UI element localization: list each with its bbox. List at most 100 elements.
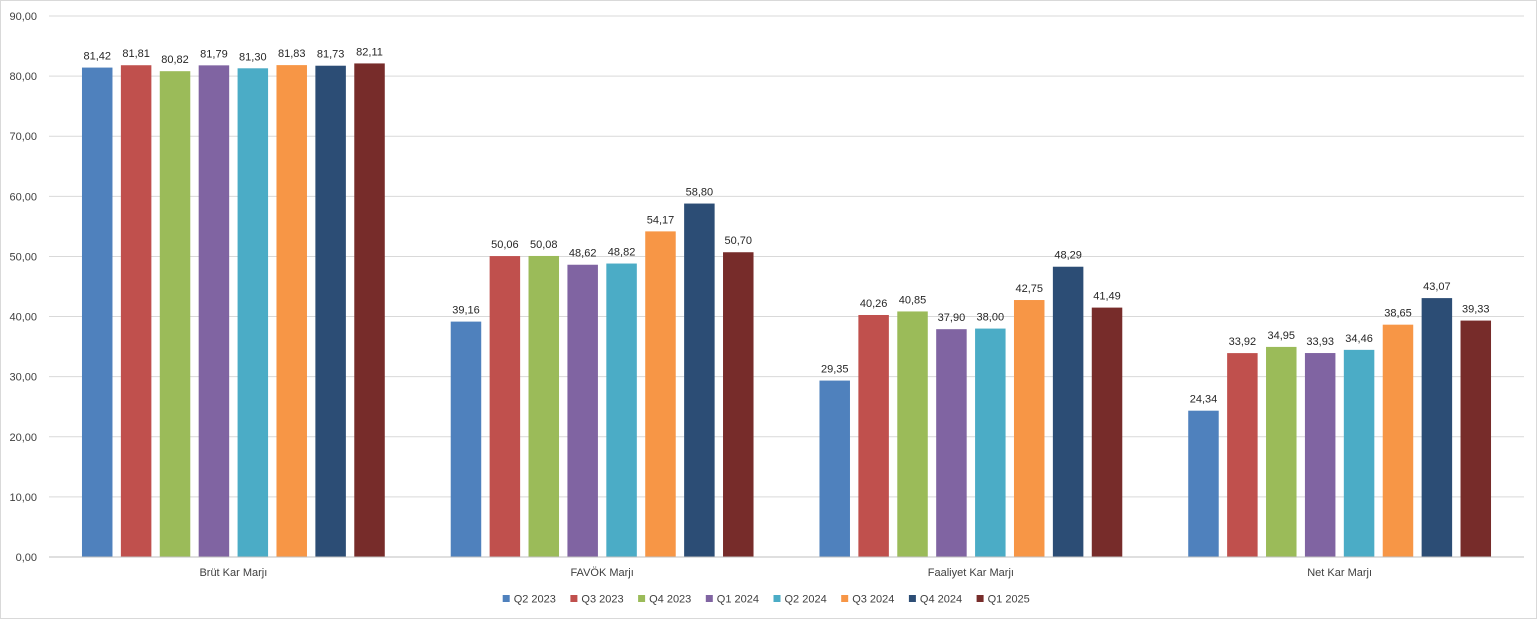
y-tick-label: 0,00 [16, 552, 37, 564]
data-label: 48,82 [608, 247, 636, 259]
bar [489, 256, 521, 557]
bar [528, 255, 560, 557]
y-tick-label: 30,00 [9, 372, 37, 384]
legend-swatch [570, 595, 578, 602]
legend-label: Q3 2024 [852, 594, 894, 606]
y-axis: 0,00 10,00 20,00 30,00 40,00 50,00 60,00 70,00 8… [9, 11, 37, 564]
category-label: Brüt Kar Marjı [199, 567, 267, 579]
data-label: 39,16 [452, 305, 480, 317]
bar [1188, 410, 1219, 557]
data-label: 81,30 [239, 51, 267, 63]
data-label: 80,82 [161, 54, 189, 66]
data-label: 29,35 [821, 364, 849, 376]
bar [237, 68, 269, 558]
data-label: 38,00 [977, 312, 1005, 324]
data-label: 34,46 [1345, 333, 1373, 345]
y-tick-label: 50,00 [9, 251, 37, 263]
data-label: 39,33 [1462, 304, 1490, 316]
legend: Q2 2023 Q3 2023 Q4 2023 Q1 2024 Q2 2024 Q3 20… [502, 594, 1030, 606]
bar [975, 328, 1006, 557]
data-label: 58,80 [686, 187, 714, 199]
data-label: 34,95 [1268, 330, 1296, 342]
bar [684, 203, 715, 557]
legend-label: Q2 2024 [785, 594, 827, 606]
y-tick-label: 60,00 [9, 191, 37, 203]
data-label: 81,42 [83, 51, 111, 63]
y-tick-label: 90,00 [9, 11, 37, 23]
bar [1382, 324, 1414, 557]
bar [1013, 300, 1045, 557]
bar [1343, 349, 1375, 557]
bar [159, 71, 191, 557]
bar [1304, 353, 1336, 557]
bar [1266, 346, 1297, 557]
y-tick-label: 70,00 [9, 131, 37, 143]
category-label: FAVÖK Marjı [570, 567, 633, 579]
legend-label: Q4 2023 [649, 594, 691, 606]
data-label: 50,06 [491, 239, 519, 251]
bar [315, 65, 346, 558]
data-label: 81,73 [317, 49, 345, 61]
bar [1052, 266, 1084, 557]
legend-swatch [976, 595, 984, 602]
bar [897, 311, 928, 557]
legend-swatch [908, 595, 916, 602]
bars [81, 63, 1492, 558]
bar [567, 264, 598, 557]
bar [120, 65, 152, 557]
legend-swatch [502, 595, 510, 602]
bar [723, 252, 754, 557]
bar [276, 65, 307, 557]
y-tick-label: 10,00 [9, 492, 37, 504]
bar [450, 321, 482, 557]
data-labels: 81,42 81,81 80,82 81,79 81,30 81,83 81,73 82,11… [83, 46, 1489, 405]
bar [1421, 298, 1453, 557]
bar [81, 67, 113, 558]
category-label: Faaliyet Kar Marjı [928, 567, 1014, 579]
bar [354, 63, 385, 557]
data-label: 50,08 [530, 239, 558, 251]
data-label: 24,34 [1190, 394, 1218, 406]
legend-label: Q2 2023 [514, 594, 556, 606]
data-label: 41,49 [1093, 291, 1121, 303]
data-label: 81,79 [200, 48, 228, 60]
data-label: 48,62 [569, 248, 597, 260]
legend-label: Q1 2025 [988, 594, 1030, 606]
legend-swatch [773, 595, 781, 602]
bar [819, 380, 850, 557]
data-label: 48,29 [1054, 250, 1082, 262]
grid-lines [49, 15, 1524, 558]
bar [858, 314, 889, 557]
legend-swatch [705, 595, 713, 602]
bar [1227, 353, 1258, 557]
x-axis: Brüt Kar Marjı FAVÖK Marjı Faaliyet Kar Ma… [49, 556, 1524, 579]
data-label: 40,26 [860, 298, 888, 310]
y-tick-label: 40,00 [9, 312, 37, 324]
data-label: 54,17 [647, 214, 675, 226]
category-label: Net Kar Marjı [1307, 567, 1372, 579]
bar [1460, 320, 1492, 557]
data-label: 81,81 [122, 48, 150, 60]
data-label: 40,85 [899, 294, 927, 306]
legend-swatch [841, 595, 849, 602]
data-label: 38,65 [1384, 308, 1412, 320]
data-label: 81,83 [278, 48, 306, 60]
data-label: 50,70 [725, 235, 753, 247]
data-label: 43,07 [1423, 281, 1451, 293]
data-label: 33,93 [1306, 336, 1334, 348]
legend-label: Q1 2024 [717, 594, 759, 606]
bar [936, 329, 967, 557]
legend-label: Q4 2024 [920, 594, 962, 606]
bar [198, 65, 230, 557]
bar [645, 231, 676, 557]
data-label: 82,11 [356, 46, 383, 58]
legend-swatch [638, 595, 646, 602]
y-tick-label: 80,00 [9, 71, 37, 83]
data-label: 37,90 [938, 312, 966, 324]
y-tick-label: 20,00 [9, 432, 37, 444]
bar [606, 263, 637, 557]
data-label: 42,75 [1015, 283, 1043, 295]
bar [1091, 307, 1123, 557]
